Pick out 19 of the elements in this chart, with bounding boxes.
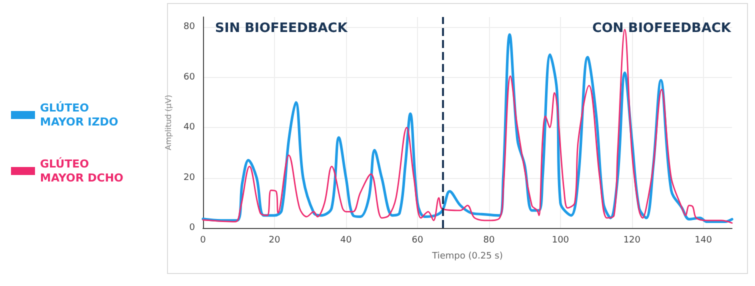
x-axis-title: Tiempo (0.25 s) [431, 252, 503, 262]
x-tick-label: 100 [552, 236, 570, 246]
y-tick-label: 60 [184, 72, 196, 82]
x-tick-label: 80 [483, 236, 495, 246]
annotation: SIN BIOFEEDBACK [215, 21, 348, 36]
x-tick-label: 40 [340, 236, 352, 246]
x-tick-label: 20 [268, 236, 280, 246]
x-tick-label: 60 [412, 236, 424, 246]
y-axis-title: Amplitud (µV) [164, 94, 174, 150]
y-tick-label: 80 [184, 22, 196, 32]
y-tick-label: 0 [189, 223, 196, 233]
x-tick-label: 140 [694, 236, 712, 246]
y-tick-label: 20 [184, 172, 196, 183]
y-tick-label: 40 [184, 122, 196, 133]
legend-label: GLÚTEO MAYOR IZDO [40, 100, 118, 128]
annotation: CON BIOFEEDBACK [592, 21, 732, 36]
legend-label: GLÚTEO MAYOR DCHO [40, 156, 124, 184]
x-tick-label: 120 [623, 236, 641, 246]
x-tick-label: 0 [200, 236, 206, 246]
